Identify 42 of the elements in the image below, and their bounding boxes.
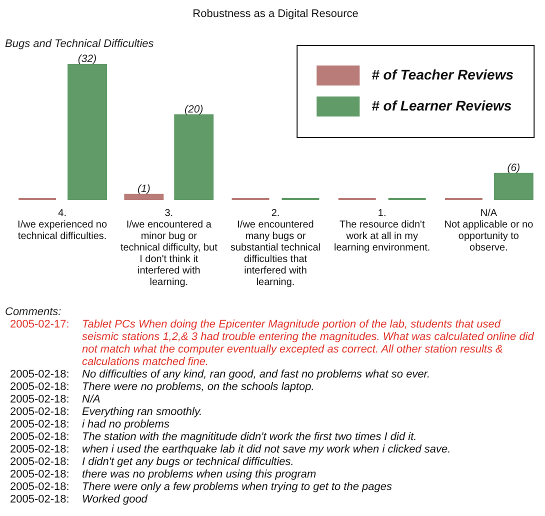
text: Tablet PCs When doing the Epicenter Magnitude portion of the lab, students that used seismic stations 1,2,& 3 had trouble entering the magnitudes. What was calculated online did not match what the computer eventually excepted as correct. All other station results & calculations matched fine. (82, 318, 535, 368)
text: I didn't get any bugs or technical difficulties. (82, 456, 294, 468)
text: 2005-02-18: (10, 431, 70, 443)
text: There were only a few problems when trying to get to the pages (82, 481, 393, 493)
text: there was no problems when using this program (82, 468, 316, 480)
legend-label: # of Teacher Reviews (372, 66, 514, 82)
chart-subtitle: Bugs and Technical Difficulties (5, 38, 154, 50)
bar (68, 64, 108, 200)
chart-title: Robustness as a Digital Resource (192, 8, 358, 20)
text: N/A (82, 394, 100, 406)
text: The station with the magnititude didn't work the first two times I did it. (82, 431, 417, 443)
x-tick-label: 2. I/we encountered many bugs or substantial technical difficulties that interfered with learning. (230, 208, 321, 288)
x-tick-label: 4. I/we experienced no technical difficulties. (18, 208, 108, 242)
text: 2005-02-17: (10, 318, 70, 330)
x-tick-label: 3. I/we encountered a minor bug or technical difficulty, but I don't think it interfered with learning. (120, 208, 218, 288)
text: 2005-02-18: (10, 444, 70, 456)
data-label: (6) (507, 162, 520, 174)
x-tick-label: 1. The resource didn't work at all in my learning environment. (334, 208, 430, 254)
text: There were no problems, on the schools laptop. (82, 381, 314, 393)
text: 2005-02-18: (10, 481, 70, 493)
text: when i used the earthquake lab it did not save my work when i clicked save. (82, 444, 451, 456)
text: 2005-02-18: (10, 456, 70, 468)
bar (174, 114, 214, 200)
text: 2005-02-18: (10, 394, 70, 406)
data-label: (32) (78, 53, 97, 65)
text: 2005-02-18: (10, 494, 70, 506)
bar (124, 194, 164, 200)
text: i had no problems (82, 418, 170, 430)
text: 2005-02-18: (10, 418, 70, 430)
text: Everything ran smoothly. (82, 406, 202, 418)
text: Comments: (5, 306, 62, 318)
legend-label: # of Learner Reviews (372, 98, 512, 114)
bar (494, 172, 534, 200)
text: 2005-02-18: (10, 406, 70, 418)
text: No difficulties of any kind, ran good, and fast no problems what so ever. (82, 368, 430, 380)
text: 2005-02-18: (10, 381, 70, 393)
text: Worked good (82, 494, 148, 506)
text: 2005-02-18: (10, 368, 70, 380)
data-label: (20) (184, 103, 204, 116)
data-label: (1) (138, 182, 150, 195)
x-tick-label: N/A Not applicable or no opportunity to observe. (444, 208, 534, 254)
text: 2005-02-18: (10, 468, 70, 480)
